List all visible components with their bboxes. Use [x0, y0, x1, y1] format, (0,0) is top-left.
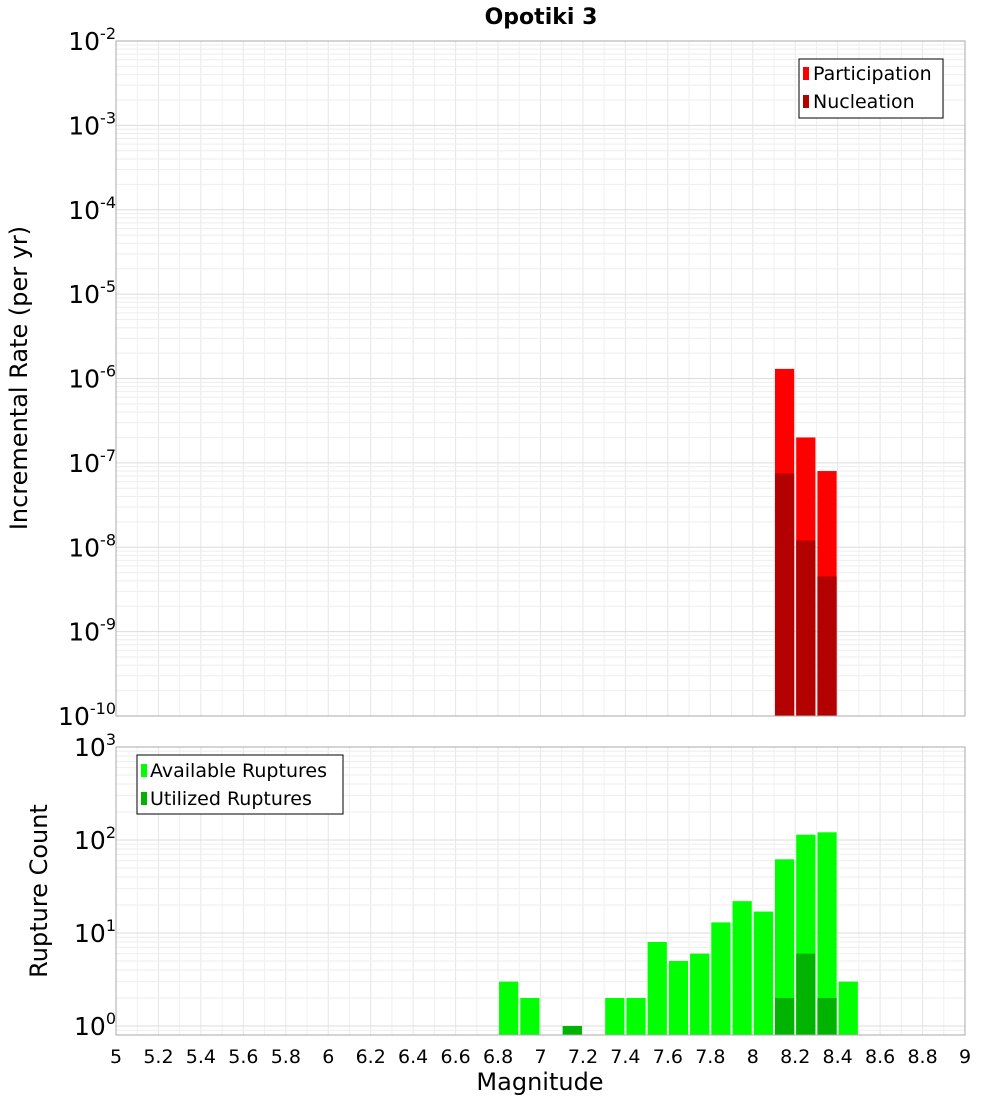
x-tick-label: 5.2 — [143, 1046, 173, 1068]
y-tick-label: 10-5 — [68, 277, 116, 309]
x-tick-label: 6.4 — [398, 1046, 428, 1068]
bottom-y-tick-labels: 103 102 101 100 — [74, 730, 116, 1041]
bottom-y-axis-label: Rupture Count — [25, 804, 53, 978]
legend-label-nucleation: Nucleation — [813, 91, 915, 113]
top-plot-area: 10-2 10-3 10-4 10-5 10-6 10-7 10-8 10-9 10-10 In… — [5, 24, 966, 731]
x-tick-label: 9 — [959, 1046, 971, 1068]
x-tick-label: 8.4 — [823, 1046, 853, 1068]
bar-available-ruptures — [520, 997, 540, 1035]
bar-utilized-ruptures — [796, 953, 816, 1035]
bar-available-ruptures — [732, 901, 752, 1035]
x-tick-label: 6.2 — [356, 1046, 386, 1068]
y-tick-label: 10-3 — [68, 108, 116, 140]
legend-swatch-available-ruptures — [141, 764, 147, 777]
y-tick-label: 10-8 — [68, 530, 116, 562]
x-tick-label: 8.6 — [865, 1046, 895, 1068]
legend-swatch-nucleation — [803, 95, 809, 108]
bar-available-ruptures — [838, 981, 858, 1035]
x-tick-label: 8.8 — [907, 1046, 937, 1068]
top-plot-grid — [115, 41, 966, 717]
bar-available-ruptures — [668, 960, 689, 1035]
legend-label-utilized-ruptures: Utilized Ruptures — [150, 788, 312, 810]
bar-utilized-ruptures — [562, 1025, 582, 1035]
bar-nucleation — [796, 540, 816, 716]
bar-available-ruptures — [690, 953, 710, 1035]
x-tick-label: 7 — [534, 1046, 546, 1068]
bar-available-ruptures — [626, 997, 646, 1035]
x-tick-label: 8.2 — [780, 1046, 810, 1068]
bottom-plot-bars — [499, 832, 858, 1035]
x-tick-label: 5 — [110, 1046, 122, 1068]
bar-nucleation — [774, 473, 795, 716]
top-y-tick-labels: 10-2 10-3 10-4 10-5 10-6 10-7 10-8 10-9 10-10 — [58, 24, 116, 731]
x-tick-label: 8 — [747, 1046, 759, 1068]
legend-label-participation: Participation — [813, 63, 932, 85]
x-tick-label: 6.8 — [483, 1046, 513, 1068]
x-tick-label: 7.6 — [653, 1046, 683, 1068]
bar-available-ruptures — [817, 832, 837, 1035]
x-tick-label: 5.4 — [186, 1046, 216, 1068]
y-tick-label: 10-4 — [68, 193, 116, 225]
bar-available-ruptures — [499, 981, 519, 1035]
y-tick-label: 101 — [74, 916, 116, 948]
bar-available-ruptures — [774, 859, 795, 1035]
y-tick-label: 102 — [74, 823, 116, 855]
top-legend-box — [798, 58, 944, 119]
top-plot-bars — [774, 368, 837, 716]
x-tick-label: 6.6 — [440, 1046, 470, 1068]
bar-nucleation — [817, 576, 837, 716]
y-tick-label: 10-9 — [68, 615, 116, 647]
bar-available-ruptures — [753, 911, 773, 1035]
bottom-plot-border — [115, 746, 966, 1036]
top-legend: Participation Nucleation — [798, 58, 944, 119]
bar-utilized-ruptures — [817, 997, 837, 1035]
y-tick-label: 10-2 — [68, 24, 116, 56]
x-tick-label: 7.4 — [610, 1046, 640, 1068]
top-plot-border — [115, 40, 966, 717]
bottom-plot-area: 103 102 101 100 5 5.2 5.4 5.6 5.8 6 6.2 6.4 6.6 6.8 7… — [25, 730, 971, 1096]
top-y-axis-label: Incremental Rate (per yr) — [5, 226, 33, 530]
bottom-legend-box — [136, 754, 344, 815]
x-tick-labels: 5 5.2 5.4 5.6 5.8 6 6.2 6.4 6.6 6.8 7 7.2 7.4 7.6 7.8 8… — [110, 1046, 971, 1068]
bar-utilized-ruptures — [774, 997, 795, 1035]
y-tick-label: 10-10 — [58, 699, 116, 731]
x-tick-label: 5.8 — [271, 1046, 301, 1068]
x-tick-label: 5.6 — [228, 1046, 258, 1068]
legend-label-available-ruptures: Available Ruptures — [150, 760, 327, 782]
bar-available-ruptures — [647, 942, 667, 1035]
bottom-legend: Available Ruptures Utilized Ruptures — [136, 754, 344, 815]
legend-swatch-participation — [803, 67, 809, 80]
x-tick-label: 7.2 — [568, 1046, 598, 1068]
x-axis-label: Magnitude — [476, 1068, 603, 1096]
bar-available-ruptures — [605, 997, 625, 1035]
x-tick-label: 7.8 — [695, 1046, 725, 1068]
x-tick-label: 6 — [322, 1046, 334, 1068]
bar-available-ruptures — [711, 922, 731, 1035]
legend-swatch-utilized-ruptures — [141, 792, 147, 805]
y-tick-label: 103 — [74, 730, 116, 762]
chart-title: Opotiki 3 — [485, 5, 598, 30]
y-tick-label: 100 — [74, 1009, 116, 1041]
y-tick-label: 10-7 — [68, 446, 116, 478]
y-tick-label: 10-6 — [68, 362, 116, 394]
